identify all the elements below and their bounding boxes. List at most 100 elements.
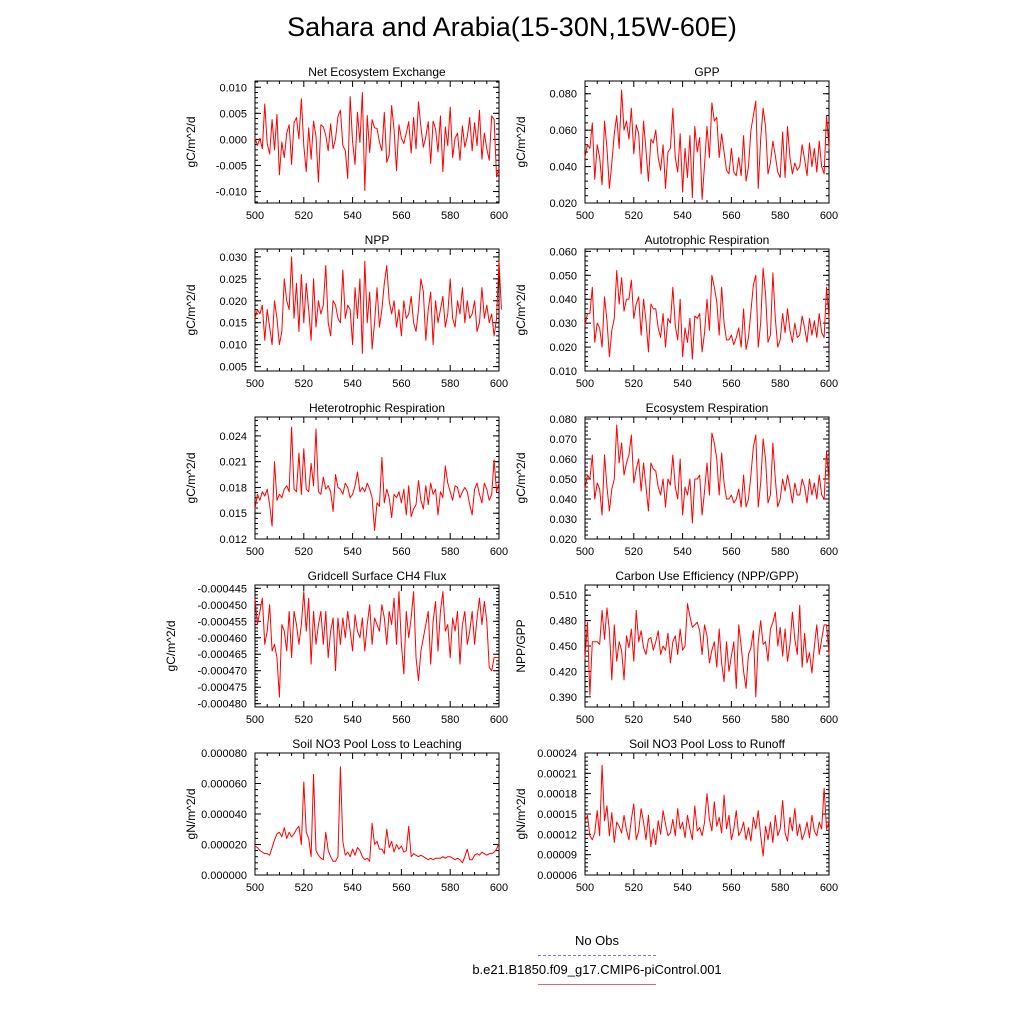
y-tick-label: 0.018	[219, 482, 247, 494]
x-tick-label: 600	[490, 714, 508, 726]
x-tick-label: 500	[576, 378, 594, 390]
plot-frame	[254, 80, 500, 204]
y-tick-label: 0.020	[549, 198, 577, 210]
series-line	[254, 766, 500, 864]
x-tick-label: 600	[820, 378, 838, 390]
y-tick-label: -0.000480	[197, 699, 247, 711]
x-tick-label: 560	[722, 210, 740, 222]
y-tick-label: 0.070	[549, 434, 577, 446]
x-tick-label: 540	[673, 714, 691, 726]
y-tick-label: -0.000445	[197, 583, 247, 595]
series-line	[584, 267, 830, 360]
y-tick-label: 0.020	[549, 342, 577, 354]
y-tick-label: 0.020	[219, 296, 247, 308]
x-tick-label: 580	[771, 714, 789, 726]
x-tick-label: 500	[246, 714, 264, 726]
x-tick-label: 500	[576, 714, 594, 726]
series-line	[254, 91, 500, 191]
y-tick-label: 0.050	[549, 474, 577, 486]
x-tick-label: 540	[673, 882, 691, 894]
y-tick-label: 0.030	[549, 514, 577, 526]
x-tick-label: 500	[576, 882, 594, 894]
legend-line-no-obs	[538, 955, 656, 956]
chart-panel-0: Net Ecosystem Exchange gC/m^2/d 500 520 540 5…	[184, 65, 508, 222]
x-tick-label: 500	[246, 210, 264, 222]
y-tick-label: 0.050	[549, 270, 577, 282]
y-tick-label: 0.021	[219, 457, 247, 469]
series-line	[254, 256, 502, 354]
x-tick-label: 560	[722, 882, 740, 894]
y-tick-label: 0.020	[549, 534, 577, 546]
x-tick-label: 560	[392, 378, 410, 390]
x-tick-label: 520	[625, 546, 643, 558]
y-tick-label: 0.040	[549, 294, 577, 306]
chart-title: GPP	[694, 65, 719, 79]
x-tick-label: 560	[392, 210, 410, 222]
x-tick-label: 580	[771, 378, 789, 390]
y-tick-label: 0.024	[219, 431, 247, 443]
y-axis-label: gN/m^2/d	[514, 789, 528, 840]
x-tick-label: 540	[343, 378, 361, 390]
x-tick-label: 500	[576, 546, 594, 558]
x-tick-label: 500	[246, 378, 264, 390]
x-tick-label: 580	[441, 210, 459, 222]
y-axis-label: gC/m^2/d	[164, 621, 178, 672]
x-tick-label: 520	[295, 210, 313, 222]
x-tick-label: 520	[625, 882, 643, 894]
x-tick-label: 600	[820, 546, 838, 558]
y-axis-label: NPP/GPP	[514, 619, 528, 672]
x-tick-label: 600	[820, 714, 838, 726]
x-tick-label: 580	[441, 882, 459, 894]
x-tick-label: 540	[343, 882, 361, 894]
y-tick-label: 0.390	[549, 692, 577, 704]
x-tick-label: 500	[246, 546, 264, 558]
chart-title: Gridcell Surface CH4 Flux	[308, 569, 447, 583]
y-tick-label: 0.060	[549, 454, 577, 466]
page-title: Sahara and Arabia(15-30N,15W-60E)	[287, 12, 737, 42]
y-tick-label: -0.000465	[197, 649, 247, 661]
chart-panel-3: Autotrophic Respiration gC/m^2/d 500 520 540…	[514, 233, 838, 390]
x-tick-label: 540	[673, 546, 691, 558]
chart-panel-4: Heterotrophic Respiration gC/m^2/d 500 520 5…	[184, 401, 508, 558]
y-tick-label: 0.480	[549, 616, 577, 628]
x-tick-label: 580	[771, 546, 789, 558]
y-tick-label: 0.010	[219, 340, 247, 352]
x-tick-label: 520	[295, 882, 313, 894]
plot-frame	[254, 752, 500, 876]
x-tick-label: 560	[722, 546, 740, 558]
series-line	[254, 426, 500, 531]
y-tick-label: -0.000470	[197, 666, 247, 678]
chart-title: Carbon Use Efficiency (NPP/GPP)	[615, 569, 798, 583]
chart-title: Autotrophic Respiration	[645, 233, 770, 247]
x-tick-label: 520	[625, 210, 643, 222]
series-line	[584, 424, 830, 524]
x-tick-label: 560	[392, 546, 410, 558]
x-tick-label: 520	[625, 378, 643, 390]
y-axis-label: gN/m^2/d	[184, 789, 198, 840]
y-axis-label: gC/m^2/d	[184, 453, 198, 504]
y-tick-label: -0.000475	[197, 682, 247, 694]
y-tick-label: 0.00015	[537, 809, 577, 821]
x-tick-label: 580	[771, 882, 789, 894]
y-tick-label: 0.00012	[537, 829, 577, 841]
plot-frame	[584, 584, 830, 708]
x-tick-label: 520	[295, 378, 313, 390]
y-tick-label: 0.040	[549, 162, 577, 174]
y-tick-label: 0.080	[549, 89, 577, 101]
plot-frame	[584, 752, 830, 876]
chart-title: Soil NO3 Pool Loss to Leaching	[292, 737, 461, 751]
y-tick-label: 0.010	[549, 366, 577, 378]
x-tick-label: 540	[343, 210, 361, 222]
legend-line-model-run	[538, 984, 656, 985]
y-tick-label: 0.000080	[201, 748, 247, 760]
y-tick-label: 0.015	[219, 508, 247, 520]
x-tick-label: 560	[722, 714, 740, 726]
legend-label-no-obs: No Obs	[574, 933, 620, 948]
y-axis-label: gC/m^2/d	[184, 117, 198, 168]
x-tick-label: 540	[343, 546, 361, 558]
chart-panel-6: Gridcell Surface CH4 Flux gC/m^2/d 500 520 5…	[164, 569, 508, 726]
plot-frame	[584, 416, 830, 540]
x-tick-label: 560	[392, 714, 410, 726]
chart-title: NPP	[365, 233, 390, 247]
